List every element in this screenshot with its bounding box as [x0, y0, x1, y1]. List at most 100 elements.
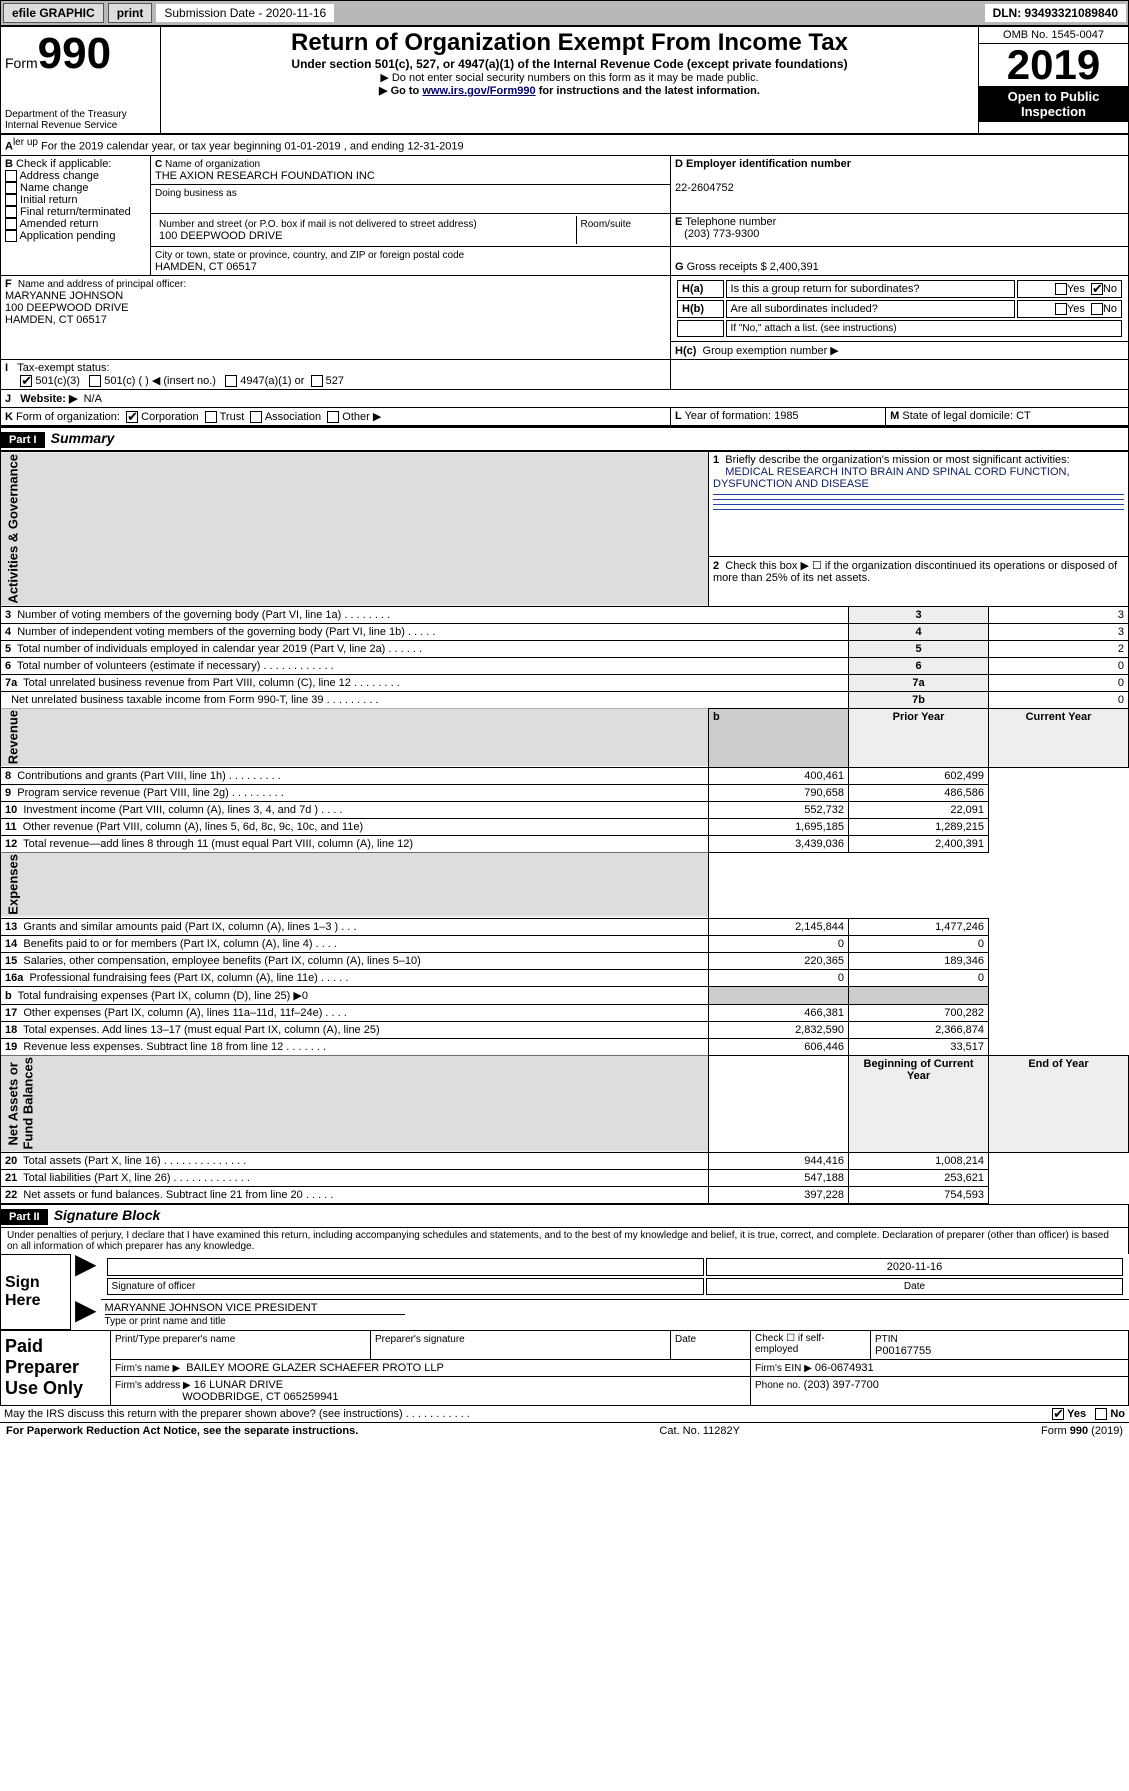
prep-sig-label: Preparer's signature — [375, 1334, 465, 1345]
name-title-label: Type or print name and title — [105, 1316, 226, 1327]
title-sub2: ▶ Do not enter social security numbers o… — [165, 71, 974, 84]
prep-name-label: Print/Type preparer's name — [115, 1334, 235, 1345]
firm-ein: 06-0674931 — [815, 1362, 874, 1374]
city-value: HAMDEN, CT 06517 — [155, 261, 257, 273]
form-number: 990 — [38, 29, 111, 78]
ein-label: Employer identification number — [686, 158, 851, 170]
treasury-dept: Department of the Treasury Internal Reve… — [5, 109, 156, 131]
irs-link[interactable]: www.irs.gov/Form990 — [422, 85, 535, 97]
year-formation-label: Year of formation: — [685, 410, 771, 422]
prep-date-label: Date — [675, 1334, 696, 1345]
discuss-label: May the IRS discuss this return with the… — [0, 1406, 979, 1422]
paid-preparer-label: Paid Preparer Use Only — [1, 1330, 111, 1405]
self-employed-check[interactable]: Check ☐ if self-employed — [751, 1330, 871, 1359]
vlabel-net: Net Assets or Fund Balances — [1, 1055, 709, 1152]
discuss-yes-checkbox[interactable] — [1052, 1408, 1064, 1420]
ha-label: Is this a group return for subordinates? — [726, 280, 1015, 298]
street-address: 100 DEEPWOOD DRIVE — [159, 230, 282, 242]
part1-title: Summary — [51, 430, 115, 446]
officer-label: Name and address of principal officer: — [18, 279, 186, 290]
efile-label: efile GRAPHIC — [3, 3, 104, 23]
officer-address: MARYANNE JOHNSON100 DEEPWOOD DRIVEHAMDEN… — [5, 290, 128, 326]
sig-officer-label: Signature of officer — [107, 1278, 704, 1295]
title-sub1: Under section 501(c), 527, or 4947(a)(1)… — [165, 57, 974, 71]
other-checkbox[interactable] — [327, 411, 339, 423]
ptin-value: P00167755 — [875, 1345, 931, 1357]
firm-name: BAILEY MOORE GLAZER SCHAEFER PROTO LLP — [186, 1362, 444, 1374]
mission-label: Briefly describe the organization's miss… — [725, 454, 1069, 466]
officer-name-title: MARYANNE JOHNSON VICE PRESIDENT — [105, 1302, 405, 1315]
catalog-number: Cat. No. 11282Y — [659, 1425, 740, 1437]
sign-here-label: Sign Here — [1, 1254, 71, 1329]
hb-label: Are all subordinates included? — [726, 300, 1015, 318]
dln-number: DLN: 93493321089840 — [985, 4, 1126, 22]
line2-text: Check this box ▶ ☐ if the organization d… — [713, 560, 1117, 584]
hb-no-checkbox[interactable] — [1091, 303, 1103, 315]
phone-value: (203) 773-9300 — [684, 228, 759, 240]
sig-date-label: Date — [706, 1278, 1123, 1295]
501c3-checkbox[interactable] — [20, 375, 32, 387]
ein-value: 22-2604752 — [675, 182, 734, 194]
firm-addr1: 16 LUNAR DRIVE — [194, 1379, 283, 1391]
part2-header: Part II — [1, 1209, 48, 1225]
open-inspection: Open to Public Inspection — [979, 86, 1128, 122]
efile-topbar: efile GRAPHIC print Submission Date - 20… — [0, 0, 1129, 26]
beg-year-header: Beginning of Current Year — [849, 1055, 989, 1152]
ha-no-checkbox[interactable] — [1091, 283, 1103, 295]
current-year-header: Current Year — [989, 708, 1129, 767]
527-checkbox[interactable] — [311, 375, 323, 387]
part1-header: Part I — [1, 432, 45, 448]
period-line: Aler up For the 2019 calendar year, or t… — [1, 135, 1129, 156]
form-org-label: Form of organization: — [16, 411, 120, 423]
hb-note: If "No," attach a list. (see instruction… — [726, 320, 1122, 337]
corp-checkbox[interactable] — [126, 411, 138, 423]
firm-addr-label: Firm's address ▶ — [115, 1380, 191, 1391]
tax-year: 2019 — [979, 44, 1128, 86]
dba-label: Doing business as — [155, 188, 237, 199]
print-button[interactable]: print — [108, 3, 153, 23]
pra-notice: For Paperwork Reduction Act Notice, see … — [6, 1425, 358, 1437]
discuss-no-checkbox[interactable] — [1095, 1408, 1107, 1420]
gross-value: 2,400,391 — [770, 261, 819, 273]
hb-yes-checkbox[interactable] — [1055, 303, 1067, 315]
vlabel-expenses: Expenses — [1, 852, 709, 918]
form-footer: Form 990 (2019) — [1041, 1425, 1123, 1437]
website-value: N/A — [84, 393, 102, 405]
end-year-header: End of Year — [989, 1055, 1129, 1152]
org-name-label: Name of organization — [165, 159, 260, 170]
firm-phone: (203) 397-7700 — [804, 1379, 879, 1391]
ptin-label: PTIN — [875, 1334, 898, 1345]
sig-date: 2020-11-16 — [706, 1258, 1123, 1276]
perjury-statement: Under penalties of perjury, I declare th… — [0, 1228, 1129, 1254]
city-label: City or town, state or province, country… — [155, 250, 464, 261]
4947-checkbox[interactable] — [225, 375, 237, 387]
firm-phone-label: Phone no. — [755, 1380, 801, 1391]
assoc-checkbox[interactable] — [250, 411, 262, 423]
mission-text: MEDICAL RESEARCH INTO BRAIN AND SPINAL C… — [713, 466, 1070, 490]
form-title: Return of Organization Exempt From Incom… — [165, 29, 974, 57]
box-b: B Check if applicable: Address change Na… — [1, 155, 151, 275]
addr-label: Number and street (or P.O. box if mail i… — [159, 219, 477, 230]
domicile-value: CT — [1016, 410, 1031, 422]
501c-checkbox[interactable] — [89, 375, 101, 387]
prior-year-header: Prior Year — [849, 708, 989, 767]
hc-label: Group exemption number ▶ — [703, 345, 839, 357]
firm-addr2: WOODBRIDGE, CT 065259941 — [182, 1391, 338, 1403]
title-sub3: ▶ Go to www.irs.gov/Form990 for instruct… — [165, 84, 974, 97]
org-name: THE AXION RESEARCH FOUNDATION INC — [155, 170, 375, 182]
firm-name-label: Firm's name ▶ — [115, 1363, 180, 1374]
domicile-label: State of legal domicile: — [902, 410, 1013, 422]
form-label: Form990 — [5, 55, 111, 71]
signature-arrow-icon: ▶ — [75, 1248, 97, 1279]
vlabel-activities: Activities & Governance — [1, 452, 709, 607]
firm-ein-label: Firm's EIN ▶ — [755, 1363, 812, 1374]
trust-checkbox[interactable] — [205, 411, 217, 423]
room-label: Room/suite — [581, 219, 632, 230]
vlabel-revenue: Revenue — [1, 708, 709, 767]
gross-label: Gross receipts $ — [687, 261, 767, 273]
ha-yes-checkbox[interactable] — [1055, 283, 1067, 295]
part2-title: Signature Block — [54, 1207, 161, 1223]
submission-date: Submission Date - 2020-11-16 — [156, 4, 334, 22]
website-label: Website: ▶ — [20, 393, 77, 405]
year-formation: 1985 — [774, 410, 798, 422]
